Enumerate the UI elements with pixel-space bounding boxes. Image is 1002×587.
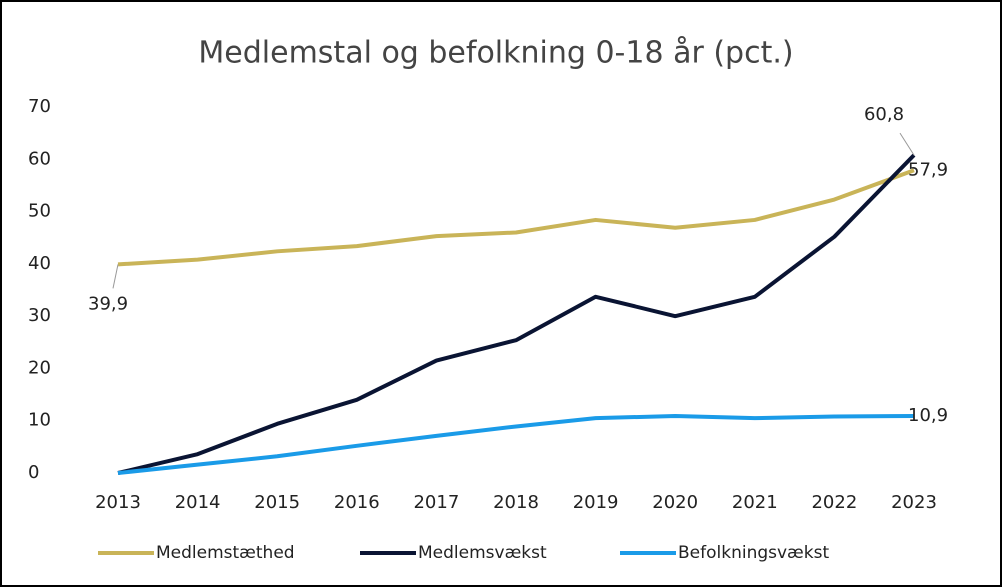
y-tick-label: 30 (28, 305, 51, 326)
x-tick-label: 2015 (254, 492, 300, 513)
line (117, 168, 915, 267)
y-tick-label: 60 (28, 148, 51, 169)
x-tick-label: 2017 (413, 492, 459, 513)
x-tick-label: 2022 (811, 492, 857, 513)
x-tick-label: 2013 (95, 492, 141, 513)
legend-label: Medlemsvækst (418, 543, 547, 563)
y-tick-label: 10 (28, 410, 51, 431)
chart-title: Medlemstal og befolkning 0-18 år (pct.) (198, 36, 793, 71)
y-tick-label: 40 (28, 253, 51, 274)
leader-line (899, 132, 915, 156)
data-label: 57,9 (908, 159, 948, 180)
legend-label: Medlemstæthed (156, 543, 295, 563)
x-tick-label: 2023 (891, 492, 937, 513)
y-tick-label: 20 (28, 357, 51, 378)
legend-label: Befolkningsvækst (678, 543, 829, 563)
x-tick-label: 2019 (573, 492, 619, 513)
y-tick-label: 50 (28, 201, 51, 222)
data-label: 39,9 (88, 293, 128, 314)
x-tick-label: 2020 (652, 492, 698, 513)
leader-line (112, 264, 119, 289)
x-tick-label: 2018 (493, 492, 539, 513)
y-tick-label: 70 (28, 96, 51, 117)
line (117, 153, 916, 475)
data-label: 60,8 (864, 104, 904, 125)
x-tick-label: 2016 (334, 492, 380, 513)
x-tick-label: 2014 (175, 492, 221, 513)
data-label: 10,9 (908, 405, 948, 426)
y-tick-label: 0 (28, 462, 39, 483)
x-tick-label: 2021 (732, 492, 778, 513)
line (117, 414, 915, 475)
